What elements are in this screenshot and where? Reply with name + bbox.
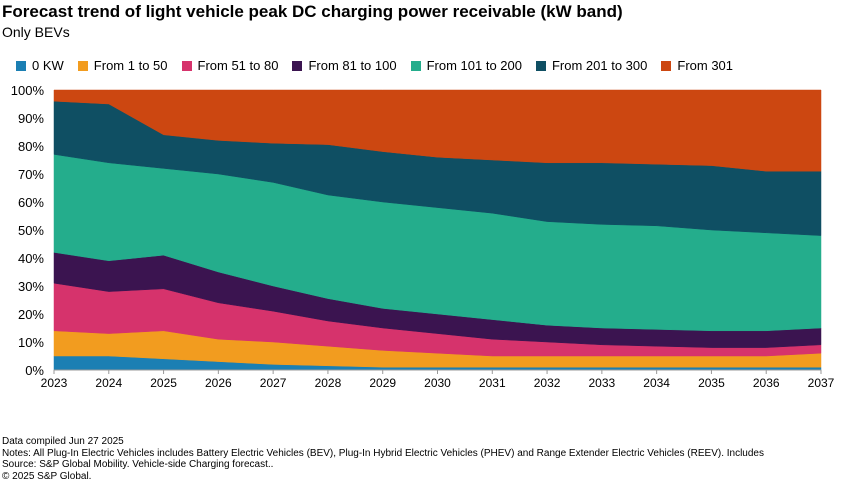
- note-copyright: © 2025 S&P Global.: [2, 470, 92, 482]
- y-tick-label: 40%: [18, 251, 44, 266]
- x-tick-label: 2033: [589, 376, 616, 390]
- notes-block: Data compiled Jun 27 2025 Notes: All Plu…: [2, 436, 764, 482]
- legend: 0 KW From 1 to 50 From 51 to 80 From 81 to …: [16, 58, 747, 73]
- y-tick-label: 100%: [11, 83, 45, 98]
- legend-label: From 1 to 50: [93, 58, 168, 73]
- x-tick-label: 2029: [369, 376, 396, 390]
- legend-swatch: [16, 60, 26, 71]
- y-tick-label: 10%: [18, 335, 44, 350]
- legend-label: From 201 to 300: [551, 58, 648, 73]
- y-tick-label: 90%: [18, 111, 44, 126]
- x-tick-label: 2025: [150, 376, 177, 390]
- y-tick-label: 70%: [18, 167, 44, 182]
- stacked-area-chart: 0% 10% 20% 30% 40% 50% 60% 70% 80% 90% 100% 2023 202…: [11, 83, 835, 390]
- legend-swatch: [181, 60, 192, 71]
- legend-label: 0 KW: [32, 58, 64, 73]
- x-tick-label: 2037: [808, 376, 835, 390]
- x-tick-label: 2028: [315, 376, 342, 390]
- legend-label: From 51 to 80: [197, 58, 279, 73]
- legend-item-5: From 201 to 300: [535, 58, 648, 73]
- legend-swatch: [535, 60, 546, 71]
- legend-item-1: From 1 to 50: [77, 58, 168, 73]
- y-tick-label: 30%: [18, 279, 44, 294]
- x-tick-label: 2023: [41, 376, 68, 390]
- x-tick-label: 2031: [479, 376, 506, 390]
- y-tick-label: 80%: [18, 139, 44, 154]
- legend-item-3: From 81 to 100: [292, 58, 397, 73]
- note-definitions: Notes: All Plug-In Electric Vehicles inc…: [2, 447, 764, 459]
- y-tick-label: 20%: [18, 307, 44, 322]
- x-tick-label: 2032: [534, 376, 561, 390]
- y-tick-label: 50%: [18, 223, 44, 238]
- note-date: Data compiled Jun 27 2025: [2, 436, 124, 447]
- y-tick-label: 60%: [18, 195, 44, 210]
- x-tick-label: 2036: [753, 376, 780, 390]
- x-tick-label: 2024: [95, 376, 122, 390]
- legend-swatch: [410, 60, 421, 71]
- legend-swatch: [661, 60, 672, 71]
- legend-item-2: From 51 to 80: [181, 58, 279, 73]
- x-tick-label: 2026: [205, 376, 232, 390]
- legend-label: From 81 to 100: [308, 58, 397, 73]
- legend-item-0: 0 KW: [16, 58, 64, 73]
- note-source: Source: S&P Global Mobility. Vehicle-sid…: [2, 459, 274, 470]
- chart-title: Forecast trend of light vehicle peak DC …: [2, 2, 623, 21]
- legend-item-6: From 301: [661, 58, 733, 73]
- legend-swatch: [77, 60, 88, 71]
- y-tick-label: 0%: [25, 363, 44, 378]
- x-tick-label: 2034: [643, 376, 670, 390]
- legend-label: From 301: [677, 58, 734, 73]
- legend-item-4: From 101 to 200: [410, 58, 522, 73]
- legend-label: From 101 to 200: [426, 58, 522, 73]
- chart-subtitle: Only BEVs: [2, 24, 70, 40]
- x-tick-label: 2035: [698, 376, 725, 390]
- area-series-6: [53, 89, 822, 172]
- x-tick-label: 2027: [260, 376, 287, 390]
- legend-swatch: [292, 60, 303, 71]
- x-tick-label: 2030: [424, 376, 451, 390]
